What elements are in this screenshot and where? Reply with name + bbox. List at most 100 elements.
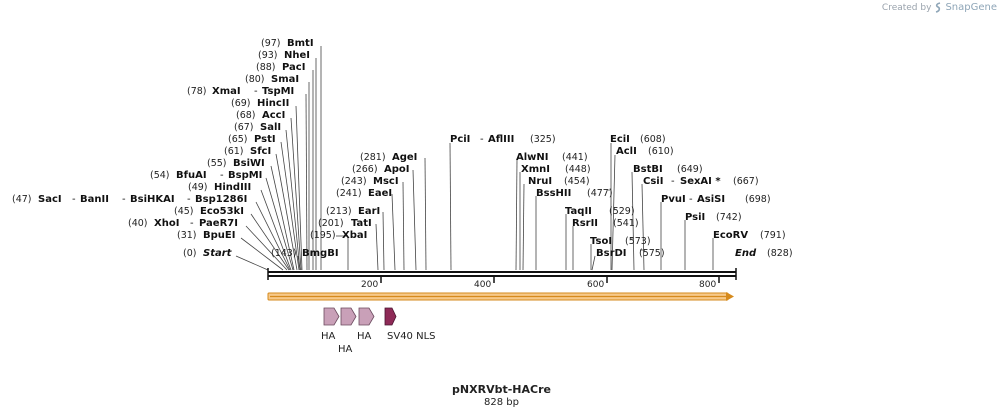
- site-name[interactable]: AclI: [616, 146, 637, 157]
- site-name[interactable]: RsrII: [572, 218, 598, 229]
- site-separator: -: [122, 194, 126, 205]
- site-position: (47): [12, 194, 32, 205]
- site-name[interactable]: MscI: [373, 176, 399, 187]
- site-name[interactable]: EcoRV: [713, 230, 748, 241]
- site-position: (78): [187, 86, 207, 97]
- site-position: (610): [648, 146, 674, 157]
- credit-prefix: Created by: [881, 2, 932, 13]
- site-position: (88): [256, 62, 276, 73]
- site-name[interactable]: BsiWI: [233, 158, 265, 169]
- site-name[interactable]: BpuEI: [203, 230, 235, 241]
- site-name[interactable]: Bsp1286I: [195, 194, 247, 205]
- site-name[interactable]: TaqII: [565, 206, 592, 217]
- site-position: (31): [177, 230, 197, 241]
- site-position: (454): [564, 176, 590, 187]
- site-name[interactable]: BanII: [80, 194, 109, 205]
- site-name[interactable]: TspMI: [262, 86, 294, 97]
- site-name[interactable]: SacI: [38, 194, 62, 205]
- sequence-map: 200 400 600 800 HA HA HA SV40 NLS (97) B…: [12, 38, 793, 355]
- site-name[interactable]: XbaI: [342, 230, 367, 241]
- site-name[interactable]: BssHII: [536, 188, 571, 199]
- site-name[interactable]: AflIII: [488, 134, 514, 145]
- site-position: (93): [258, 50, 278, 61]
- site-name[interactable]: AgeI: [392, 152, 417, 163]
- site-name[interactable]: SfcI: [250, 146, 271, 157]
- site-position: (281): [360, 152, 386, 163]
- site-name[interactable]: HindIII: [214, 182, 251, 193]
- ruler-tick-label: 400: [474, 280, 491, 290]
- site-name[interactable]: BmtI: [287, 38, 314, 49]
- site-name[interactable]: SalI: [260, 122, 281, 133]
- site-name[interactable]: SexAI *: [680, 176, 721, 187]
- site-separator: -: [220, 170, 224, 181]
- site-position: (80): [245, 74, 265, 85]
- site-position: (54): [150, 170, 170, 181]
- site-name[interactable]: NruI: [528, 176, 552, 187]
- feature-label: HA: [321, 331, 336, 342]
- site-position: (441): [562, 152, 588, 163]
- site-name[interactable]: AccI: [262, 110, 285, 121]
- site-position: (67): [234, 122, 254, 133]
- site-name[interactable]: HincII: [257, 98, 289, 109]
- site-name[interactable]: PsiI: [685, 212, 705, 223]
- site-name[interactable]: Eco53kI: [200, 206, 244, 217]
- site-name[interactable]: AlwNI: [516, 152, 549, 163]
- site-separator: -: [187, 194, 191, 205]
- site-name[interactable]: PvuI: [661, 194, 686, 205]
- site-separator: -: [254, 86, 258, 97]
- site-labels: (97) BmtI (93) NheI (88) PacI (80) SmaI …: [12, 38, 793, 259]
- site-name[interactable]: AsiSI: [697, 194, 725, 205]
- site-separator: -: [72, 194, 76, 205]
- ruler-tick-label: 200: [361, 280, 378, 290]
- site-name[interactable]: PacI: [282, 62, 305, 73]
- site-name[interactable]: TatI: [351, 218, 372, 229]
- site-position: (69): [231, 98, 251, 109]
- site-position: (213): [326, 206, 352, 217]
- site-position: (0): [183, 248, 196, 259]
- site-lines: [235, 46, 714, 271]
- site-position: (266): [352, 164, 378, 175]
- site-position: (243): [341, 176, 367, 187]
- site-name[interactable]: TsoI: [590, 236, 612, 247]
- ha-tag-feature[interactable]: [323, 307, 340, 326]
- site-separator: -: [671, 176, 675, 187]
- site-name[interactable]: BsrDI: [596, 248, 627, 259]
- site-position: (649): [677, 164, 703, 175]
- site-position: (575): [639, 248, 665, 259]
- snapgene-logo-icon: [936, 2, 941, 13]
- site-name[interactable]: PstI: [254, 134, 276, 145]
- site-name[interactable]: NheI: [284, 50, 310, 61]
- site-name[interactable]: ApoI: [384, 164, 410, 175]
- ha-tag-feature[interactable]: [340, 307, 357, 326]
- site-name[interactable]: EciI: [610, 134, 630, 145]
- feature-label: HA: [357, 331, 372, 342]
- ha-tag-feature[interactable]: [358, 307, 375, 326]
- site-name[interactable]: EaeI: [368, 188, 392, 199]
- site-name[interactable]: BsiHKAI: [130, 194, 175, 205]
- site-separator: -: [190, 218, 194, 229]
- site-name[interactable]: BstBI: [633, 164, 663, 175]
- site-separator: -: [480, 134, 484, 145]
- backbone: [267, 268, 737, 280]
- site-name[interactable]: PaeR7I: [199, 218, 238, 229]
- site-position: (55): [207, 158, 227, 169]
- site-name[interactable]: CsiI: [643, 176, 663, 187]
- site-name[interactable]: XmaI: [212, 86, 241, 97]
- site-name[interactable]: SmaI: [271, 74, 299, 85]
- map-length: 828 bp: [484, 397, 519, 408]
- site-name[interactable]: XhoI: [154, 218, 179, 229]
- site-name[interactable]: PciI: [450, 134, 470, 145]
- site-position: (573): [625, 236, 651, 247]
- site-name[interactable]: XmnI: [521, 164, 550, 175]
- site-name[interactable]: BfuAI: [176, 170, 207, 181]
- features: HA HA HA SV40 NLS: [321, 307, 436, 355]
- site-position: (448): [565, 164, 591, 175]
- site-name[interactable]: BmgBI: [302, 248, 339, 259]
- site-name[interactable]: BspMI: [228, 170, 262, 181]
- site-name[interactable]: EarI: [358, 206, 380, 217]
- map-end-label: End: [735, 248, 757, 259]
- site-position: (529): [609, 206, 635, 217]
- site-position: (195): [310, 230, 336, 241]
- orf-arrow[interactable]: [267, 292, 734, 301]
- nls-feature[interactable]: [384, 307, 397, 326]
